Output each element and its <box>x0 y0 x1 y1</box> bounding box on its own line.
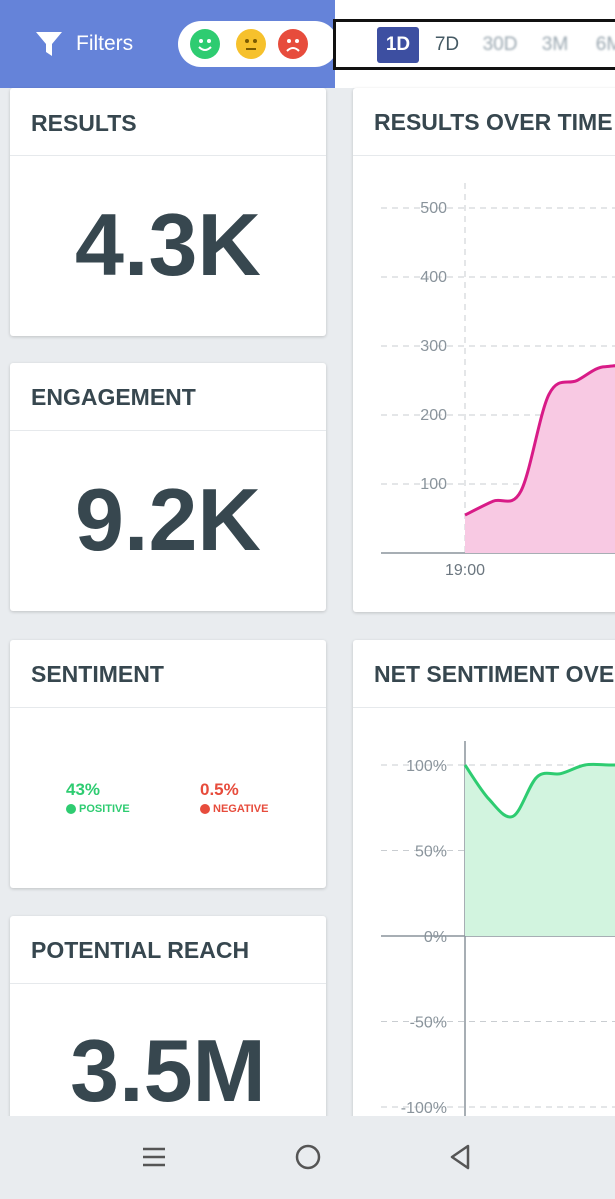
results-over-time-title: RESULTS OVER TIME <box>353 88 615 156</box>
positive-label-row: POSITIVE <box>66 803 130 815</box>
y-tick-label: 50% <box>415 844 447 861</box>
range-3m-button[interactable]: 3M <box>541 34 569 55</box>
reach-title: POTENTIAL REACH <box>10 916 326 984</box>
results-area <box>465 365 615 553</box>
negative-value: 0.5% <box>200 780 239 799</box>
engagement-card: ENGAGEMENT 9.2K <box>10 363 326 611</box>
results-title: RESULTS <box>10 88 326 156</box>
net-sentiment-card: NET SENTIMENT OVER TIME 100% 50% 0% -50% -10… <box>353 640 615 1130</box>
range-6m-button[interactable]: 6M <box>595 34 615 55</box>
range-1d-button[interactable]: 1D <box>377 27 419 63</box>
home-icon[interactable] <box>293 1142 323 1172</box>
sentiment-filter <box>178 21 338 67</box>
results-over-time-card: RESULTS OVER TIME 100 200 300 400 500 19:00 <box>353 88 615 612</box>
y-tick-label: 200 <box>420 407 447 424</box>
sentiment-title: SENTIMENT <box>10 640 326 708</box>
filter-icon <box>36 32 62 56</box>
range-30d-button[interactable]: 30D <box>482 34 518 55</box>
results-value: 4.3K <box>75 195 261 294</box>
negative-label: NEGATIVE <box>213 803 269 815</box>
date-range-selector: 1D 7D 30D 3M 6M <box>333 19 615 70</box>
results-card: RESULTS 4.3K <box>10 88 326 336</box>
net-sentiment-line <box>463 762 615 819</box>
back-icon[interactable] <box>446 1142 476 1172</box>
engagement-title: ENGAGEMENT <box>10 363 326 431</box>
range-7d-button[interactable]: 7D <box>434 34 460 55</box>
engagement-value: 9.2K <box>75 470 261 569</box>
results-line <box>464 364 615 517</box>
filter-area: Filters <box>0 0 338 88</box>
filters-button[interactable]: Filters <box>34 28 133 60</box>
reach-card: POTENTIAL REACH 3.5M <box>10 916 326 1126</box>
system-nav-bar <box>0 1116 615 1199</box>
sentiment-card: SENTIMENT 43% POSITIVE 0.5% NEGATIVE <box>10 640 326 888</box>
smile-icon <box>66 804 76 814</box>
y-tick-label: -100% <box>401 1100 447 1117</box>
filters-label: Filters <box>76 32 134 55</box>
y-tick-label: 500 <box>420 200 447 217</box>
y-tick-label: -50% <box>410 1015 447 1032</box>
net-sentiment-title: NET SENTIMENT OVER TIME <box>353 640 615 708</box>
positive-label: POSITIVE <box>79 803 130 815</box>
results-over-time-chart: 100 200 300 400 500 19:00 <box>381 183 615 579</box>
net-sentiment-chart: 100% 50% 0% -50% -100% <box>381 741 615 1130</box>
y-tick-label: 100 <box>420 476 447 493</box>
sentiment-negative: 0.5% NEGATIVE <box>200 780 268 815</box>
positive-face-icon[interactable] <box>190 29 220 59</box>
reach-value: 3.5M <box>70 1021 266 1120</box>
recent-apps-icon[interactable] <box>139 1142 169 1172</box>
y-tick-label: 300 <box>420 338 447 355</box>
x-tick-label: 19:00 <box>445 562 485 579</box>
net-sentiment-area <box>465 764 615 936</box>
negative-face-icon[interactable] <box>278 29 308 59</box>
y-tick-label: 400 <box>420 269 447 286</box>
frown-icon <box>200 804 210 814</box>
y-tick-label: 100% <box>406 758 447 775</box>
neutral-face-icon[interactable] <box>236 29 266 59</box>
negative-label-row: NEGATIVE <box>200 803 268 815</box>
positive-value: 43% <box>66 780 101 799</box>
top-bar: Filters 1D <box>0 0 615 88</box>
y-tick-label: 0% <box>424 929 447 946</box>
sentiment-positive: 43% POSITIVE <box>66 780 130 815</box>
